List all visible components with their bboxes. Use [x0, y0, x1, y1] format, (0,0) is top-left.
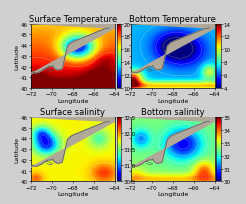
X-axis label: Longitude: Longitude	[157, 98, 188, 103]
Polygon shape	[31, 24, 115, 75]
Y-axis label: Latitude: Latitude	[14, 44, 19, 70]
Title: Surface Temperature: Surface Temperature	[29, 15, 117, 24]
Y-axis label: Latitude: Latitude	[14, 136, 19, 162]
Polygon shape	[131, 118, 215, 168]
Polygon shape	[31, 118, 115, 168]
X-axis label: Longitude: Longitude	[57, 191, 88, 196]
Polygon shape	[131, 24, 215, 75]
X-axis label: Longitude: Longitude	[157, 191, 188, 196]
Title: Bottom Temperature: Bottom Temperature	[129, 15, 216, 24]
Title: Surface salinity: Surface salinity	[40, 108, 105, 117]
Title: Bottom salinity: Bottom salinity	[141, 108, 204, 117]
X-axis label: Longitude: Longitude	[57, 98, 88, 103]
